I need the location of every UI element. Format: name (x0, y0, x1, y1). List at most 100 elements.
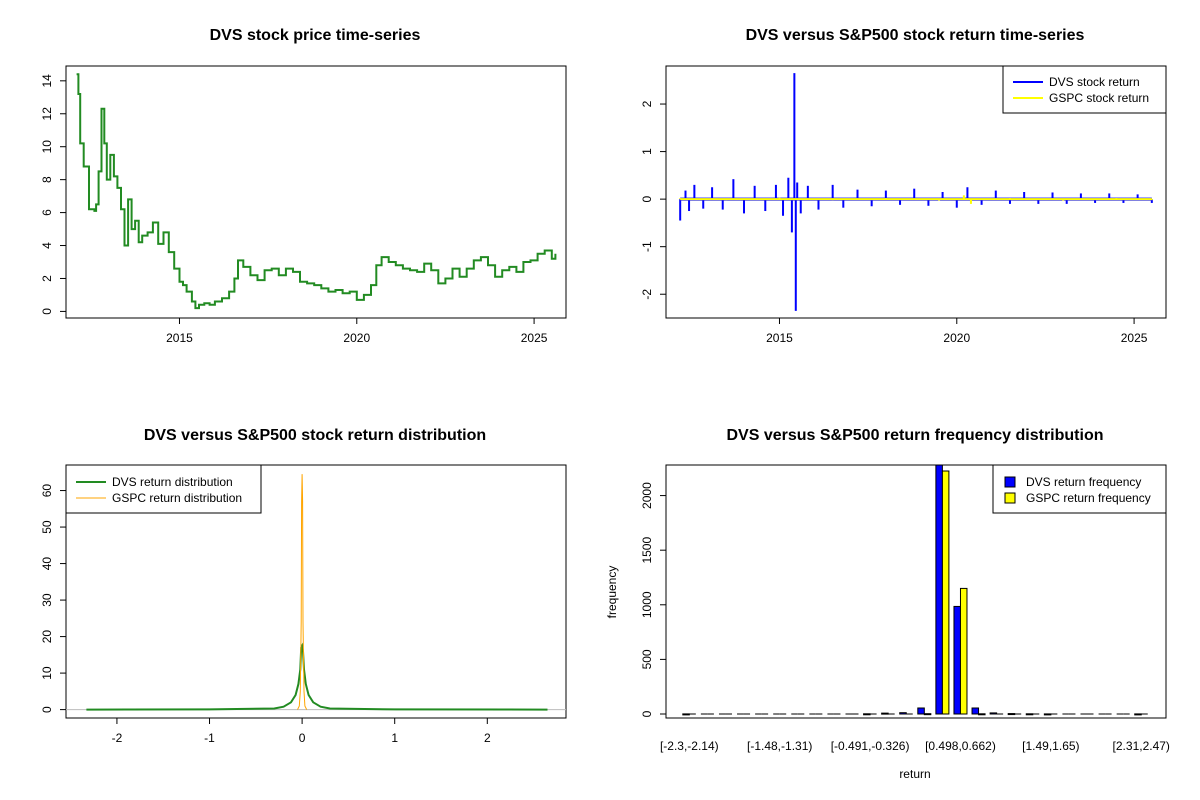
x-tick-label: [0.498,0.662) (925, 739, 996, 753)
panel-return-timeseries: DVS versus S&P500 stock return time-seri… (640, 27, 1167, 345)
y-tick-label: 2 (40, 275, 54, 282)
plot-area (682, 464, 1148, 716)
y-tick-label: 40 (40, 557, 54, 571)
legend-label-dvs: DVS return distribution (112, 475, 233, 489)
x-tick-label: [2.31,2.47) (1113, 739, 1170, 753)
legend-box (1002, 65, 1167, 114)
x-axis-label: return (899, 767, 930, 781)
x-tick-label: 1 (391, 731, 398, 745)
x-tick-label: 2015 (166, 331, 193, 345)
dvs-frequency-bar (1007, 713, 1016, 716)
dvs-frequency-bar (899, 712, 907, 715)
y-tick-label: -2 (640, 289, 654, 300)
x-tick-label: -1 (204, 731, 215, 745)
legend-box (992, 464, 1167, 514)
y-tick-label: 20 (40, 630, 54, 644)
x-axis: [-2.3,-2.14) [-1.48,-1.31) [-0.491,-0.326)… (660, 739, 1170, 753)
y-tick-label: 0 (640, 710, 654, 717)
x-axis: -2 -1 0 1 2 (112, 717, 491, 745)
y-tick-label: -1 (640, 241, 654, 252)
x-axis: 2015 2020 2025 (766, 317, 1148, 345)
dvs-frequency-bar (917, 707, 925, 715)
gspc-density-line (297, 474, 308, 710)
dvs-frequency-bar (682, 713, 690, 716)
y-tick-label: 10 (40, 666, 54, 680)
y-tick-label: 10 (40, 140, 54, 154)
y-axis: 0 500 1000 1500 2000 (640, 482, 667, 717)
y-tick-label: 0 (640, 195, 654, 202)
chart-title: DVS versus S&P500 return frequency distr… (727, 427, 1104, 444)
dvs-frequency-bar (971, 707, 980, 715)
dvs-frequency-bar (1134, 713, 1142, 716)
plot-box (65, 65, 567, 319)
panel-return-distribution: DVS versus S&P500 stock return distribut… (40, 427, 567, 745)
x-tick-label: [-0.491,-0.326) (831, 739, 910, 753)
dvs-frequency-bar (881, 712, 889, 715)
dvs-frequency-bar (935, 464, 943, 715)
legend-label-dvs: DVS return frequency (1026, 475, 1141, 489)
x-axis: 2015 2020 2025 (166, 317, 548, 345)
dvs-price-line (76, 73, 557, 310)
legend: DVS return frequency GSPC return frequen… (992, 464, 1167, 514)
y-tick-label: 2000 (640, 482, 654, 509)
legend-swatch-gspc (1004, 492, 1016, 504)
y-tick-label: 30 (40, 593, 54, 607)
legend-label-gspc: GSPC return frequency (1026, 491, 1151, 505)
plot-area (66, 474, 566, 711)
y-tick-label: 6 (40, 209, 54, 216)
x-tick-label: 2020 (943, 331, 970, 345)
chart-title: DVS stock price time-series (210, 27, 421, 44)
x-tick-label: 2025 (521, 331, 548, 345)
x-tick-label: 2025 (1121, 331, 1148, 345)
legend-box (65, 464, 262, 514)
legend-swatch-dvs (1004, 476, 1016, 488)
y-tick-label: 500 (640, 649, 654, 669)
y-tick-label: 1 (640, 148, 654, 155)
legend: DVS return distribution GSPC return dist… (65, 464, 262, 514)
y-tick-label: 14 (40, 74, 54, 88)
x-tick-label: 0 (299, 731, 306, 745)
x-tick-label: [1.49,1.65) (1022, 739, 1079, 753)
plot-area (679, 73, 1153, 311)
plot-area (76, 73, 557, 310)
gspc-frequency-bar (941, 470, 950, 715)
dvs-frequency-bar (953, 605, 961, 715)
dvs-frequency-bar (1025, 713, 1034, 716)
x-tick-label: 2 (484, 731, 491, 745)
y-tick-label: 60 (40, 484, 54, 498)
gspc-frequency-bar (959, 587, 968, 715)
y-axis: 0 2 4 6 8 10 12 14 (40, 74, 67, 315)
y-axis: 0 10 20 30 40 50 60 (40, 484, 67, 713)
dvs-frequency-bar (989, 712, 998, 715)
chart-title: DVS versus S&P500 stock return distribut… (144, 427, 486, 444)
y-tick-label: 12 (40, 107, 54, 121)
legend-label-gspc: GSPC stock return (1049, 91, 1149, 105)
x-tick-label: 2020 (343, 331, 370, 345)
dvs-frequency-bar (863, 713, 871, 716)
y-axis: -2 -1 0 1 2 (640, 100, 667, 300)
y-tick-label: 4 (40, 242, 54, 249)
gspc-frequency-bar (978, 713, 986, 716)
legend-label-dvs: DVS stock return (1049, 75, 1140, 89)
x-tick-label: 2015 (766, 331, 793, 345)
x-tick-label: [-1.48,-1.31) (747, 739, 812, 753)
dvs-frequency-bar (1043, 713, 1052, 716)
panel-price-timeseries: DVS stock price time-series 2015 2020 2025… (40, 27, 567, 345)
y-tick-label: 8 (40, 176, 54, 183)
y-tick-label: 50 (40, 520, 54, 534)
x-tick-label: -2 (112, 731, 123, 745)
chart-title: DVS versus S&P500 stock return time-seri… (746, 27, 1085, 44)
y-tick-label: 0 (40, 706, 54, 713)
gspc-frequency-bar (923, 713, 932, 716)
panel-return-frequency: DVS versus S&P500 return frequency distr… (605, 427, 1170, 781)
legend: DVS stock return GSPC stock return (1002, 65, 1167, 114)
y-tick-label: 0 (40, 308, 54, 315)
y-tick-label: 2 (640, 100, 654, 107)
x-tick-label: [-2.3,-2.14) (660, 739, 719, 753)
legend-label-gspc: GSPC return distribution (112, 491, 242, 505)
y-tick-label: 1500 (640, 537, 654, 564)
dvs-density-line (86, 642, 548, 711)
y-axis-label: frequency (605, 566, 619, 619)
y-tick-label: 1000 (640, 591, 654, 618)
